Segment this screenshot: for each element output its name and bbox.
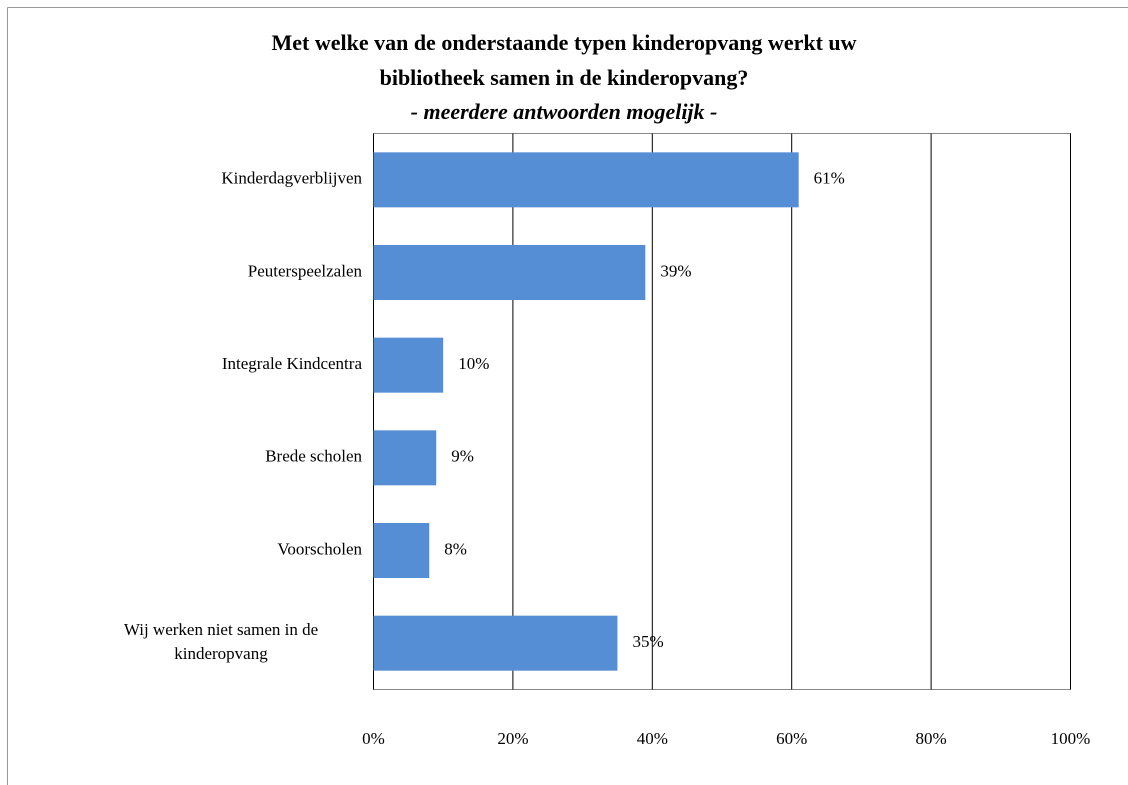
y-tick-label: Voorscholen [277,539,362,558]
bar [373,523,430,578]
chart-title: bibliotheek samen in de kinderopvang? [380,65,749,90]
y-tick-label: Kinderdagverblijven [221,169,362,188]
bar [373,430,437,486]
value-label: 39% [660,261,691,280]
value-label: 8% [444,539,467,558]
x-tick-label: 20% [497,729,528,748]
x-tick-label: 0% [362,729,385,748]
chart-title: Met welke van de onderstaande typen kind… [271,30,856,55]
bar [373,337,444,393]
value-label: 61% [814,169,845,188]
value-label: 10% [458,354,489,373]
chart-subtitle: - meerdere antwoorden mogelijk - [411,99,718,124]
bar [373,152,799,208]
bar [373,245,646,300]
y-tick-label: Wij werken niet samen in de kinderopvang [124,620,318,663]
y-tick-label: Peuterspeelzalen [248,261,363,280]
value-label: 9% [451,447,474,466]
bar [373,615,618,671]
x-tick-label: 80% [916,729,947,748]
y-tick-label: Integrale Kindcentra [222,354,363,373]
x-tick-label: 40% [637,729,668,748]
x-tick-label: 60% [776,729,807,748]
x-tick-label: 100% [1051,729,1091,748]
value-label: 35% [632,632,663,651]
y-tick-label: Brede scholen [265,447,362,466]
plot-area [373,133,1071,690]
